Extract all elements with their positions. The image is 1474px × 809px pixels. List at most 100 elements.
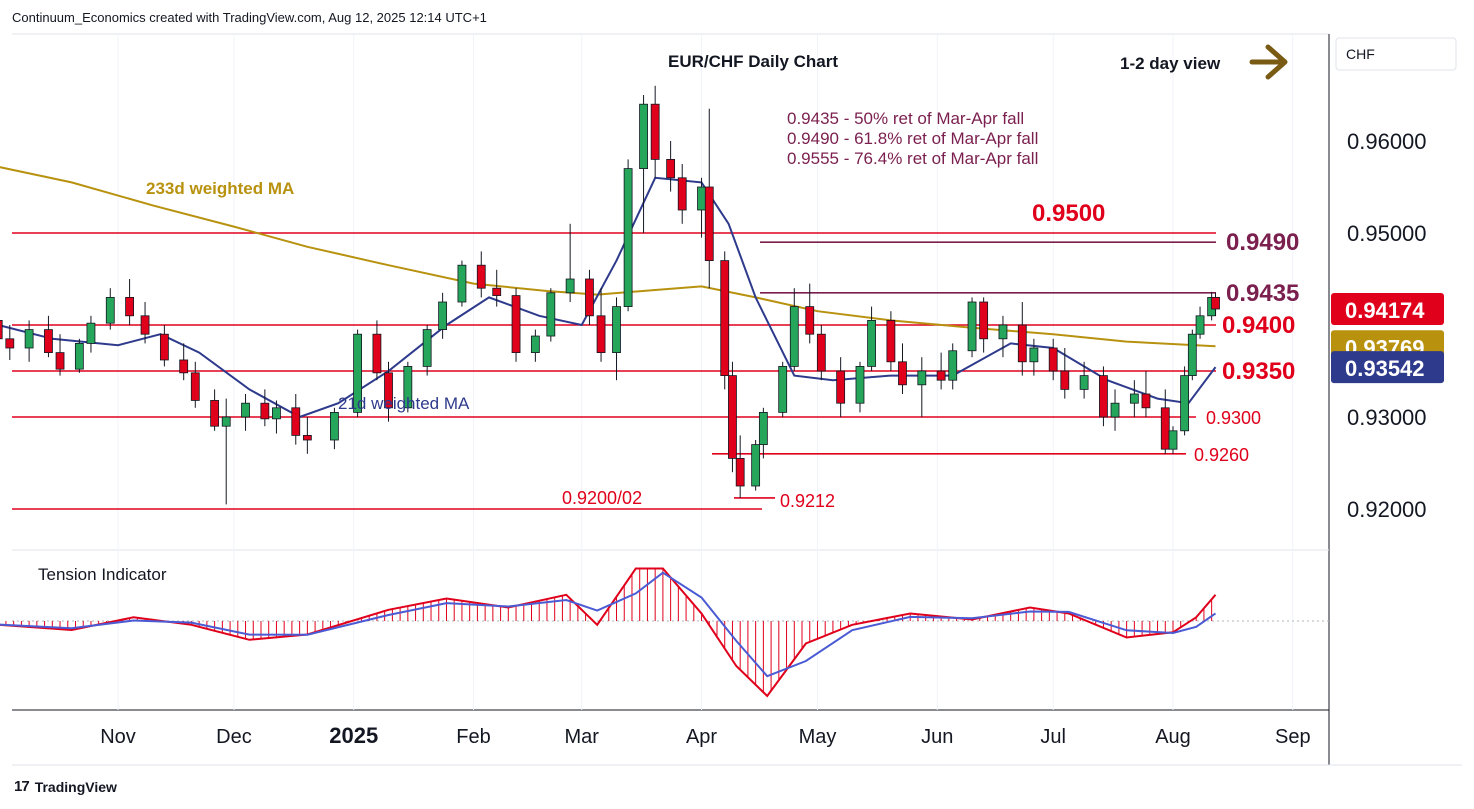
candle-body <box>612 306 621 354</box>
candle-body <box>816 333 826 372</box>
candle <box>1187 329 1197 381</box>
x-tick-label: Mar <box>565 726 600 748</box>
candle <box>623 159 633 312</box>
candle-body <box>1017 324 1027 363</box>
candle <box>735 435 745 498</box>
level-label: 0.9350 <box>1222 358 1295 385</box>
candle-body <box>639 103 648 169</box>
level-label: 0.9260 <box>1194 445 1249 465</box>
candle-body <box>210 400 220 427</box>
candle <box>596 288 606 362</box>
price-axis: 0.960000.950000.930000.920000.941740.937… <box>1331 129 1444 522</box>
candle <box>372 320 382 381</box>
candle <box>639 95 648 233</box>
candle-body <box>998 324 1008 340</box>
level-label: 0.9212 <box>780 491 835 511</box>
candle-body <box>596 315 606 353</box>
candle <box>565 223 575 302</box>
time-axis: Nov Dec 2025 Feb Mar Apr May Jun Jul Aug Sep <box>100 723 1310 748</box>
x-tick-label: Aug <box>1155 726 1191 748</box>
candle <box>886 311 896 371</box>
candle-body <box>24 329 34 349</box>
retracement-note-1: 0.9435 - 50% ret of Mar-Apr fall <box>787 109 1024 128</box>
x-tick-label: Apr <box>686 726 717 748</box>
candle-body <box>805 306 815 335</box>
candle-body <box>438 301 448 331</box>
candle <box>697 177 706 238</box>
level-label: 0.9435 <box>1226 280 1299 307</box>
price-tag-bg <box>1331 292 1444 325</box>
x-tick-label: May <box>799 726 837 748</box>
candle <box>492 269 502 307</box>
x-tick-label: Jul <box>1040 726 1066 748</box>
chart-attribution: Continuum_Economics created with Trading… <box>12 10 487 25</box>
candle-body <box>105 296 115 324</box>
candle-body <box>384 372 393 409</box>
candle-body <box>86 322 96 344</box>
x-tick-label: Jun <box>921 726 953 748</box>
candle <box>728 361 737 473</box>
candle <box>704 108 714 289</box>
candle <box>998 315 1008 358</box>
candle <box>758 407 768 459</box>
candle <box>476 251 486 298</box>
tradingview-logo-icon: 17 <box>14 778 30 795</box>
tension-indicator-pane <box>0 567 1329 698</box>
candle-body <box>190 372 200 401</box>
candle-body <box>1195 315 1205 335</box>
tradingview-footer: 17 TradingView <box>14 778 117 795</box>
candle <box>948 343 958 390</box>
y-tick-label: 0.95000 <box>1347 221 1427 246</box>
candle-body <box>778 365 788 413</box>
candle-body <box>44 329 53 354</box>
candle <box>585 269 594 325</box>
candle-body <box>260 402 270 420</box>
candle-body <box>1029 347 1039 363</box>
y-tick-label: 0.93000 <box>1347 405 1427 430</box>
candle <box>179 343 189 381</box>
candle-body <box>372 333 382 374</box>
candle <box>384 361 393 422</box>
candle-body <box>330 411 339 441</box>
candle-body <box>492 287 502 296</box>
level-label: 0.9400 <box>1222 312 1295 339</box>
level-label: 0.9490 <box>1226 229 1299 256</box>
candle <box>546 288 556 342</box>
price-tag-label: 0.94174 <box>1345 298 1425 323</box>
candle-body <box>898 361 907 386</box>
candle <box>140 302 150 344</box>
candle <box>55 334 65 376</box>
ma-line <box>0 176 1217 419</box>
price-tag-bg <box>1331 351 1444 384</box>
candle <box>967 297 977 358</box>
candle <box>677 164 687 224</box>
price-tag-label: 0.93542 <box>1345 356 1425 381</box>
candle-body <box>1060 370 1070 390</box>
candle <box>1110 389 1120 431</box>
candle-body <box>353 333 362 413</box>
candle <box>403 361 413 413</box>
candle <box>44 315 53 358</box>
candle <box>650 85 660 178</box>
candle <box>86 315 96 353</box>
candle <box>805 283 815 344</box>
candle-body <box>867 319 876 367</box>
level-label: 0.9500 <box>1032 200 1105 227</box>
candle-body <box>272 407 281 420</box>
candle-body <box>1160 407 1170 450</box>
candle-body <box>1048 347 1058 372</box>
candle <box>1180 366 1189 436</box>
tension-title: Tension Indicator <box>38 565 167 584</box>
candle-body <box>55 352 65 370</box>
candle-body <box>948 350 958 381</box>
candle-body <box>886 319 896 363</box>
ma21-label: 21d weighted MA <box>338 394 470 413</box>
candle-body <box>457 264 467 303</box>
candle-body <box>720 260 730 377</box>
candle-body <box>728 375 737 459</box>
x-tick-label: Dec <box>216 726 252 748</box>
candle <box>720 251 730 390</box>
candle <box>530 329 540 362</box>
candle-body <box>623 168 633 308</box>
candle-body <box>403 365 413 409</box>
